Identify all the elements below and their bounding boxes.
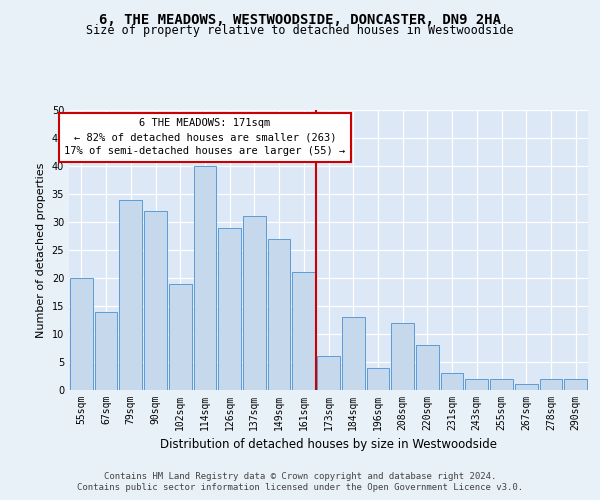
Bar <box>391 323 414 390</box>
Bar <box>441 373 463 390</box>
Text: 6, THE MEADOWS, WESTWOODSIDE, DONCASTER, DN9 2HA: 6, THE MEADOWS, WESTWOODSIDE, DONCASTER,… <box>99 12 501 26</box>
Bar <box>292 272 315 390</box>
Bar <box>194 166 216 390</box>
Bar <box>169 284 191 390</box>
Bar <box>367 368 389 390</box>
Bar <box>119 200 142 390</box>
Bar <box>218 228 241 390</box>
Bar <box>564 379 587 390</box>
Bar <box>243 216 266 390</box>
Bar <box>144 211 167 390</box>
Text: Size of property relative to detached houses in Westwoodside: Size of property relative to detached ho… <box>86 24 514 37</box>
Bar <box>317 356 340 390</box>
Bar <box>539 379 562 390</box>
Bar <box>342 317 365 390</box>
Bar <box>70 278 93 390</box>
Text: Contains HM Land Registry data © Crown copyright and database right 2024.: Contains HM Land Registry data © Crown c… <box>104 472 496 481</box>
Bar <box>490 379 513 390</box>
Text: 6 THE MEADOWS: 171sqm
← 82% of detached houses are smaller (263)
17% of semi-det: 6 THE MEADOWS: 171sqm ← 82% of detached … <box>64 118 346 156</box>
Bar <box>416 345 439 390</box>
Text: Contains public sector information licensed under the Open Government Licence v3: Contains public sector information licen… <box>77 484 523 492</box>
Bar <box>466 379 488 390</box>
Y-axis label: Number of detached properties: Number of detached properties <box>36 162 46 338</box>
Bar <box>268 239 290 390</box>
Bar <box>515 384 538 390</box>
Bar <box>95 312 118 390</box>
X-axis label: Distribution of detached houses by size in Westwoodside: Distribution of detached houses by size … <box>160 438 497 452</box>
